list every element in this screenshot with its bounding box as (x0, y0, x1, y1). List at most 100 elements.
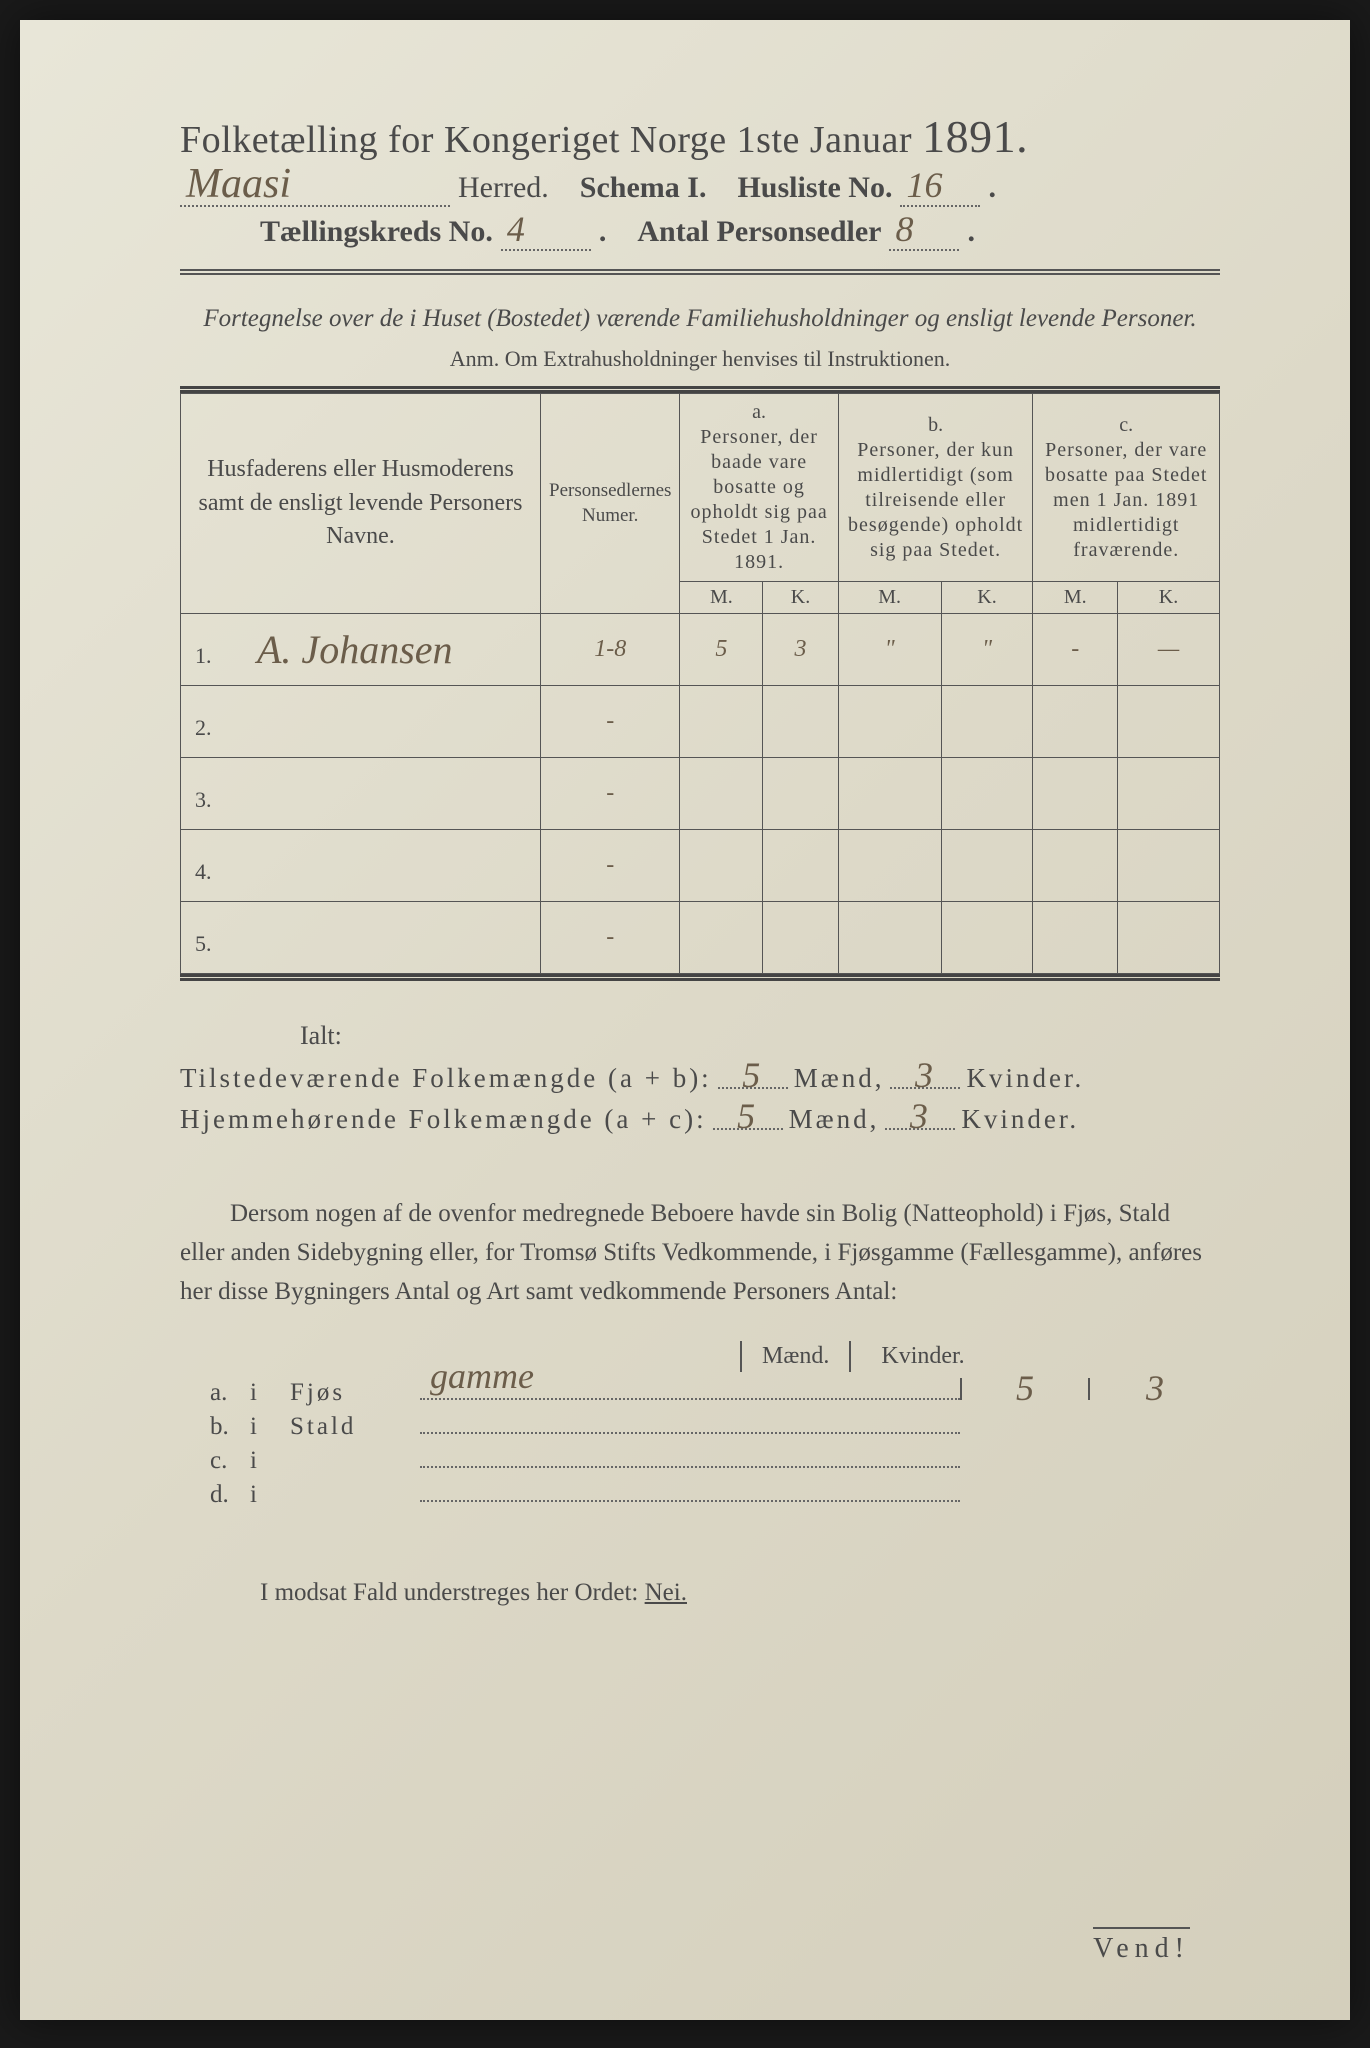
ialt-label: Ialt: (300, 1021, 1220, 1051)
col-b-header: b. Personer, der kun midlertidigt (som t… (838, 394, 1033, 582)
row-num: - (541, 902, 680, 974)
footer-line: I modsat Fald understreges her Ordet: Ne… (180, 1579, 1220, 1607)
row-name (212, 771, 252, 816)
row-cK (1118, 758, 1220, 830)
building-head-k: Kvinder. (861, 1341, 984, 1372)
vend-label: Vend! (1093, 1927, 1190, 1965)
header-row-1: Maasi Herred. Schema I. Husliste No. 16 … (180, 171, 1220, 207)
table-row: 3. - (181, 758, 1220, 830)
b-type: Fjøs (290, 1379, 420, 1407)
census-form-page: Folketælling for Kongeriget Norge 1ste J… (20, 20, 1350, 2020)
table-row: 5. - (181, 902, 1220, 974)
col-c-k: K. (1118, 582, 1220, 614)
row-aM: 5 (680, 614, 763, 686)
row-cM (1033, 902, 1118, 974)
row-bM (838, 830, 941, 902)
row-aK: 3 (763, 614, 839, 686)
col-a-k: K. (763, 582, 839, 614)
b-dots (420, 1414, 960, 1434)
total2-k: 3 (885, 1106, 955, 1130)
b-m: 5 (960, 1378, 1090, 1400)
census-table: Husfaderens eller Husmoderens samt de en… (180, 393, 1220, 974)
row-cM (1033, 830, 1118, 902)
row-bK: " (941, 614, 1033, 686)
col-num-header: Personsedlernes Numer. (541, 394, 680, 614)
double-rule (180, 269, 1220, 275)
b-i: i (250, 1379, 290, 1407)
row-index: 3. (181, 758, 541, 830)
row-index: 2. (181, 686, 541, 758)
b-i: i (250, 1447, 290, 1475)
b-label: b. (180, 1413, 250, 1441)
table-row: 4. - (181, 830, 1220, 902)
b-label: d. (180, 1481, 250, 1509)
personsedler-value: 8 (895, 209, 913, 249)
kreds-field: 4 (501, 215, 591, 251)
b-type: Stald (290, 1413, 420, 1441)
total1-m: 5 (718, 1065, 788, 1089)
total2-m: 5 (713, 1106, 783, 1130)
row-bM (838, 902, 941, 974)
row-bK (941, 758, 1033, 830)
building-row: d.i (180, 1481, 1220, 1509)
row-aM (680, 902, 763, 974)
building-row: b.iStald (180, 1413, 1220, 1441)
kvinder-label: Kvinder. (966, 1063, 1084, 1094)
schema-label: Schema I. (580, 171, 707, 205)
row-name (212, 915, 252, 960)
building-row: c.i (180, 1447, 1220, 1475)
kvinder-label-2: Kvinder. (961, 1104, 1079, 1135)
total-line-2: Hjemmehørende Folkemængde (a + c): 5 Mæn… (180, 1104, 1220, 1135)
row-num: 1-8 (541, 614, 680, 686)
row-num: - (541, 830, 680, 902)
row-cM (1033, 758, 1118, 830)
b-i: i (250, 1413, 290, 1441)
b-hand: gamme (430, 1366, 534, 1388)
b-k: 3 (1090, 1378, 1220, 1400)
col-a-header: a. Personer, der baade vare bosatte og o… (680, 394, 838, 582)
b-dots (420, 1448, 960, 1468)
col-names-header: Husfaderens eller Husmoderens samt de en… (181, 394, 541, 614)
row-bM (838, 758, 941, 830)
col-c-header: c. Personer, der vare bosatte paa Stedet… (1033, 394, 1220, 582)
row-name (212, 843, 252, 888)
row-aM (680, 686, 763, 758)
husliste-label: Husliste No. (737, 171, 892, 205)
building-paragraph: Dersom nogen af de ovenfor medregnede Be… (180, 1195, 1220, 1311)
row-cK: — (1118, 614, 1220, 686)
total1-k: 3 (890, 1065, 960, 1089)
footer-prefix: I modsat Fald understreges her Ordet: (260, 1579, 645, 1606)
building-head-m: Mænd. (740, 1341, 851, 1372)
herred-field: Maasi (180, 171, 450, 207)
row-index: 1. A. Johansen (181, 614, 541, 686)
kreds-value: 4 (507, 209, 525, 249)
personsedler-field: 8 (889, 215, 959, 251)
b-dots (420, 1482, 960, 1502)
title-prefix: Folketælling for Kongeriget Norge 1ste J… (180, 119, 922, 161)
b-label: a. (180, 1379, 250, 1407)
row-cK (1118, 902, 1220, 974)
table-top-rule (180, 386, 1220, 393)
husliste-field: 16 (900, 171, 980, 207)
col-c-m: M. (1033, 582, 1118, 614)
row-aM (680, 758, 763, 830)
row-cM: - (1033, 614, 1118, 686)
husliste-value: 16 (906, 165, 942, 205)
anm-note: Anm. Om Extrahusholdninger henvises til … (180, 346, 1220, 372)
kreds-label: Tællingskreds No. (260, 215, 493, 249)
row-cK (1118, 686, 1220, 758)
b-label: c. (180, 1447, 250, 1475)
table-bottom-rule (180, 974, 1220, 981)
title-year: 1891. (922, 111, 1028, 162)
row-cM (1033, 686, 1118, 758)
building-section: Mænd. Kvinder. a.iFjøsgamme53b.iStaldc.i… (180, 1341, 1220, 1509)
row-num: - (541, 686, 680, 758)
row-aK (763, 830, 839, 902)
table-row: 1. A. Johansen1-853""-— (181, 614, 1220, 686)
maend-label-2: Mænd, (789, 1104, 880, 1135)
row-bK (941, 830, 1033, 902)
row-bK (941, 686, 1033, 758)
row-index: 5. (181, 902, 541, 974)
col-b-k: K. (941, 582, 1033, 614)
subheading: Fortegnelse over de i Huset (Bostedet) v… (180, 301, 1220, 336)
